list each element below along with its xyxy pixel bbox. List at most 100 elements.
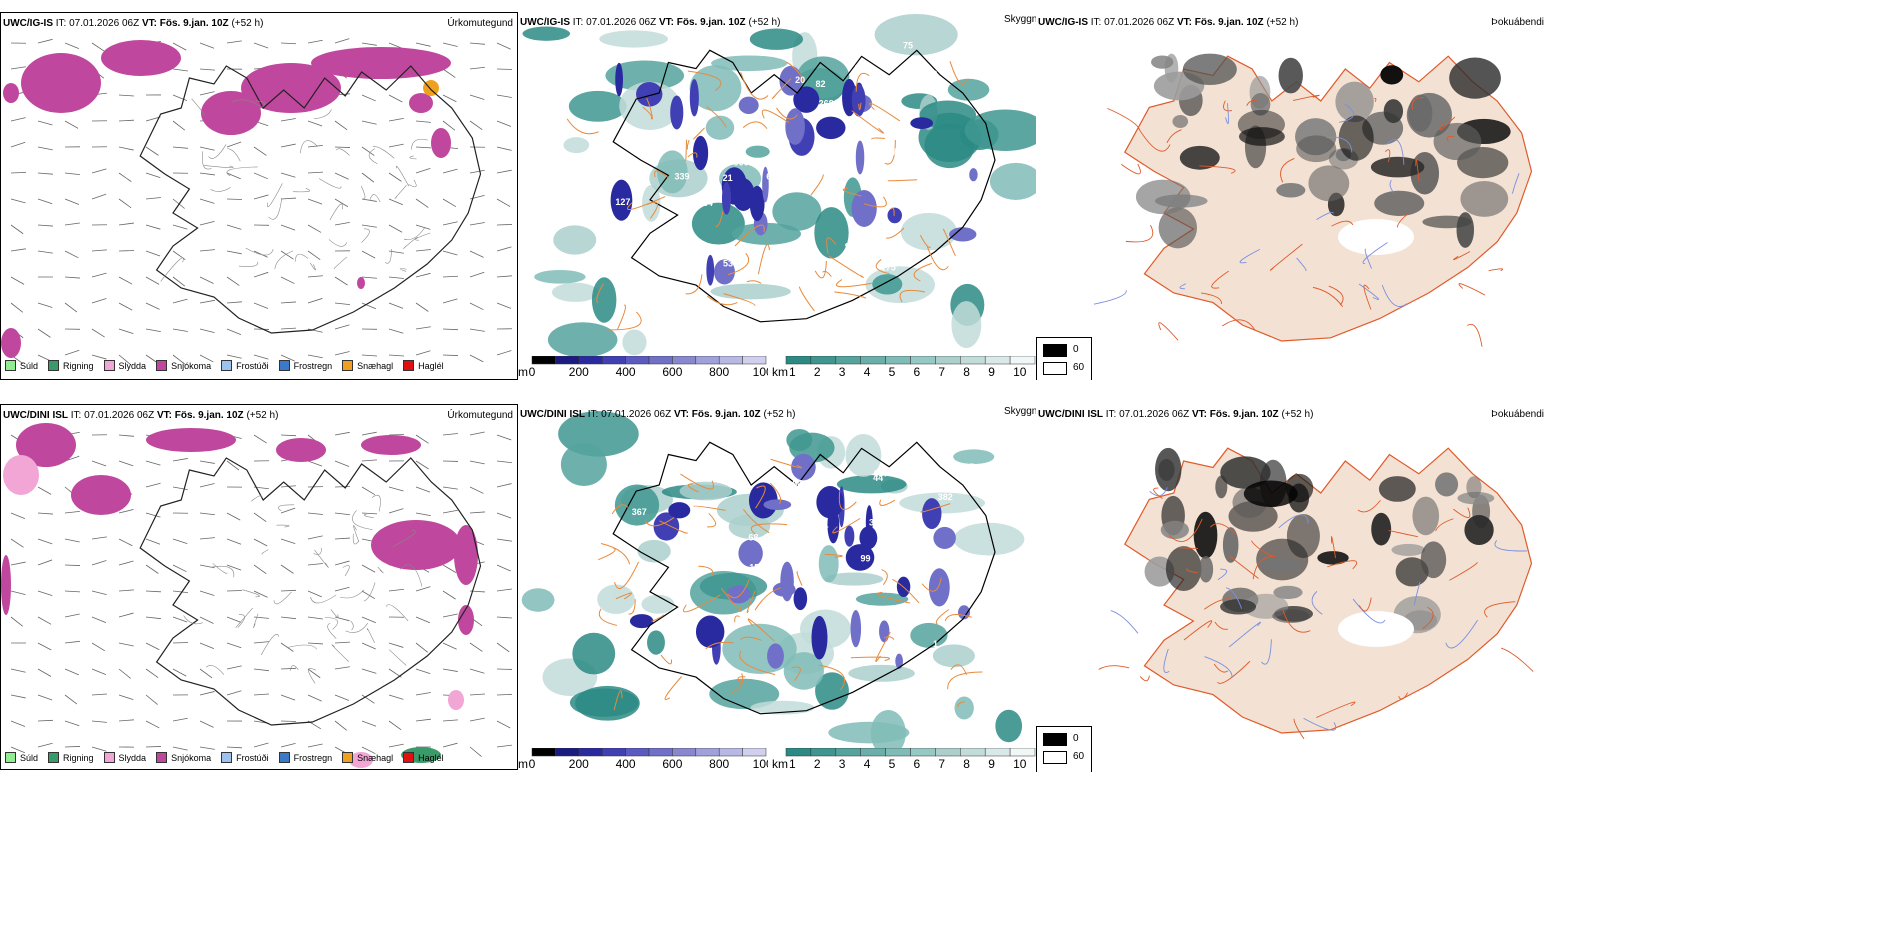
road <box>693 127 705 140</box>
fog-area <box>1259 558 1303 572</box>
road <box>384 249 392 264</box>
wind-barb <box>442 354 459 356</box>
wind-barb <box>280 642 294 652</box>
road <box>824 553 843 558</box>
wind-barb <box>145 720 160 729</box>
wind-barb <box>442 120 456 131</box>
road <box>363 513 374 519</box>
precip-area <box>409 93 433 113</box>
visibility-area <box>919 100 977 130</box>
road <box>754 587 781 611</box>
road <box>242 589 260 598</box>
wind-barb <box>442 94 457 103</box>
road <box>651 614 664 622</box>
wind-barb <box>469 328 485 332</box>
wind-barb <box>10 171 27 174</box>
road <box>628 599 636 615</box>
ceiling-label: 59 <box>863 230 873 240</box>
wind-barb <box>10 248 26 252</box>
visibility-area <box>605 60 685 91</box>
road <box>686 139 690 150</box>
ceiling-label: 53 <box>723 259 733 269</box>
visibility-area <box>954 696 974 720</box>
visibility-area <box>710 283 791 300</box>
panel-title: UWC/IG-IS IT: 07.01.2026 06Z VT: Fös. 9.… <box>3 18 264 29</box>
road <box>409 155 417 160</box>
wind-barb <box>361 172 375 183</box>
colorbar-tick: 2 <box>814 757 821 770</box>
wind-barb <box>145 116 161 122</box>
road <box>607 311 642 331</box>
wind-barb <box>226 616 242 623</box>
wind-barb <box>253 302 269 309</box>
wind-barb <box>280 667 297 670</box>
wind-barb <box>226 564 242 571</box>
wind-barb <box>415 120 431 123</box>
wind-barb <box>442 250 458 256</box>
road <box>1411 97 1425 110</box>
wind-barb <box>118 694 134 700</box>
river <box>1228 621 1262 648</box>
road <box>1363 284 1372 310</box>
river <box>1217 568 1228 581</box>
fog-area <box>1193 511 1218 559</box>
wind-barb <box>496 538 512 542</box>
panel-title: UWC/DINI ISL IT: 07.01.2026 06Z VT: Fös.… <box>1038 409 1314 420</box>
wind-barb <box>253 616 269 619</box>
precip-area <box>241 63 341 113</box>
legend-item: Snæhagl <box>342 360 393 371</box>
river <box>1110 610 1139 634</box>
wind-barb <box>37 719 54 722</box>
road <box>255 100 265 110</box>
fog-legend-label: 0 <box>1073 733 1079 744</box>
wind-barb <box>64 276 80 279</box>
legend-swatch <box>48 752 60 763</box>
ceiling-label: 382 <box>938 492 953 502</box>
ceiling-area <box>844 525 855 547</box>
wind-barb <box>91 616 107 624</box>
road <box>392 530 416 547</box>
wind-barb <box>442 68 456 78</box>
road <box>693 505 726 511</box>
wind-barb <box>496 460 512 464</box>
wind-barb <box>442 328 459 331</box>
road <box>598 608 618 626</box>
ceiling-area <box>738 96 759 114</box>
wind-barb <box>361 250 376 259</box>
river <box>1204 656 1233 678</box>
ceiling-label: 46 <box>979 254 989 264</box>
wind-barb <box>415 434 429 444</box>
colorbar-cell <box>885 747 911 757</box>
road <box>742 121 768 129</box>
fog-legend: 0 60 <box>1036 337 1092 380</box>
road <box>1384 149 1391 163</box>
ceiling-area <box>879 620 890 643</box>
precip-area <box>311 47 451 79</box>
road <box>944 613 972 622</box>
fog-area <box>1420 541 1447 579</box>
visibility-area <box>679 481 733 501</box>
wind-barb <box>280 301 296 304</box>
road <box>251 495 263 502</box>
ceiling-area <box>713 259 735 285</box>
wind-barb <box>145 146 159 156</box>
wind-barb <box>307 642 323 645</box>
wind-barb <box>442 719 458 722</box>
wind-barb <box>172 94 188 101</box>
wind-barb <box>469 120 483 131</box>
ceiling-area <box>928 568 950 607</box>
road <box>836 279 872 288</box>
wind-barb <box>469 66 485 70</box>
panel-title: UWC/IG-IS IT: 07.01.2026 06Z VT: Fös. 9.… <box>520 17 781 28</box>
river <box>1386 139 1405 165</box>
ceiling-label: 159 <box>749 563 764 573</box>
river <box>1239 248 1260 264</box>
wind-barb <box>64 198 80 205</box>
road <box>231 99 260 107</box>
fog-area <box>1182 53 1237 86</box>
panel-parameter: Úrkomutegund <box>447 410 513 421</box>
colorbar-tick: 3 <box>839 365 846 378</box>
wind-barb <box>172 590 188 594</box>
wind-barb <box>388 642 404 648</box>
wind-barb <box>118 94 134 97</box>
